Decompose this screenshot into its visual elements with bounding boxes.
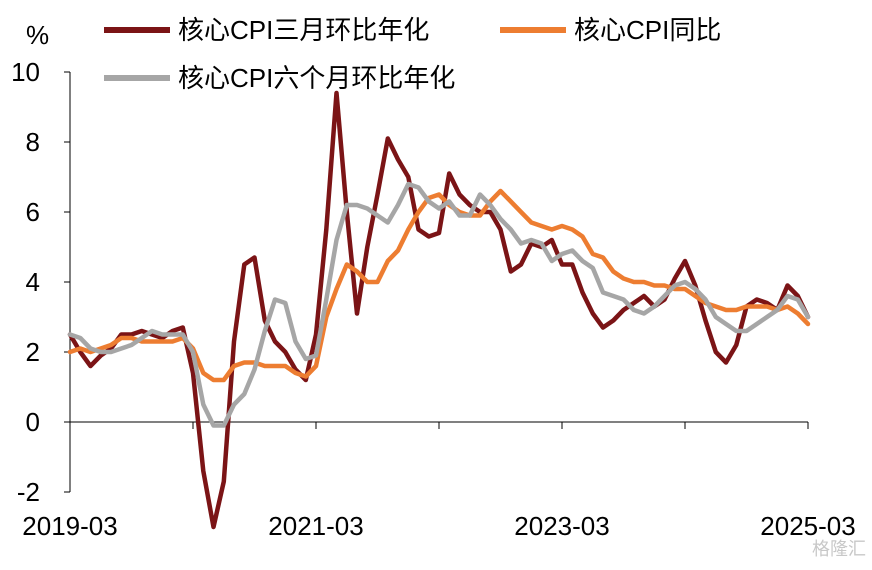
x-tick-label: 2025-03: [760, 511, 855, 541]
y-tick-label: 0: [26, 407, 40, 437]
series-line-3: [67, 181, 811, 428]
y-tick-label: 8: [26, 127, 40, 157]
y-tick-label: 10: [11, 57, 40, 87]
legend-label-3: 核心CPI六个月环比年化: [178, 63, 455, 93]
y-tick-label: 4: [26, 267, 40, 297]
legend-label-2: 核心CPI同比: [574, 15, 721, 45]
watermark: 格隆汇: [812, 539, 866, 559]
y-tick-label: -2: [17, 477, 40, 507]
x-tick-label: 2023-03: [514, 511, 609, 541]
series-line-1: [67, 90, 811, 530]
axes: -2 0 2 4 6 8 10% 2019-03 2021-03 2023-03 2025-03: [11, 20, 856, 541]
x-tick-label: 2021-03: [268, 511, 363, 541]
y-tick-label: 6: [26, 197, 40, 227]
y-tick-label: 2: [26, 337, 40, 367]
series-lines: [67, 90, 811, 530]
x-tick-label: 2019-03: [22, 511, 117, 541]
legend-label-1: 核心CPI三月环比年化: [178, 15, 429, 45]
y-unit-label: %: [26, 20, 49, 50]
